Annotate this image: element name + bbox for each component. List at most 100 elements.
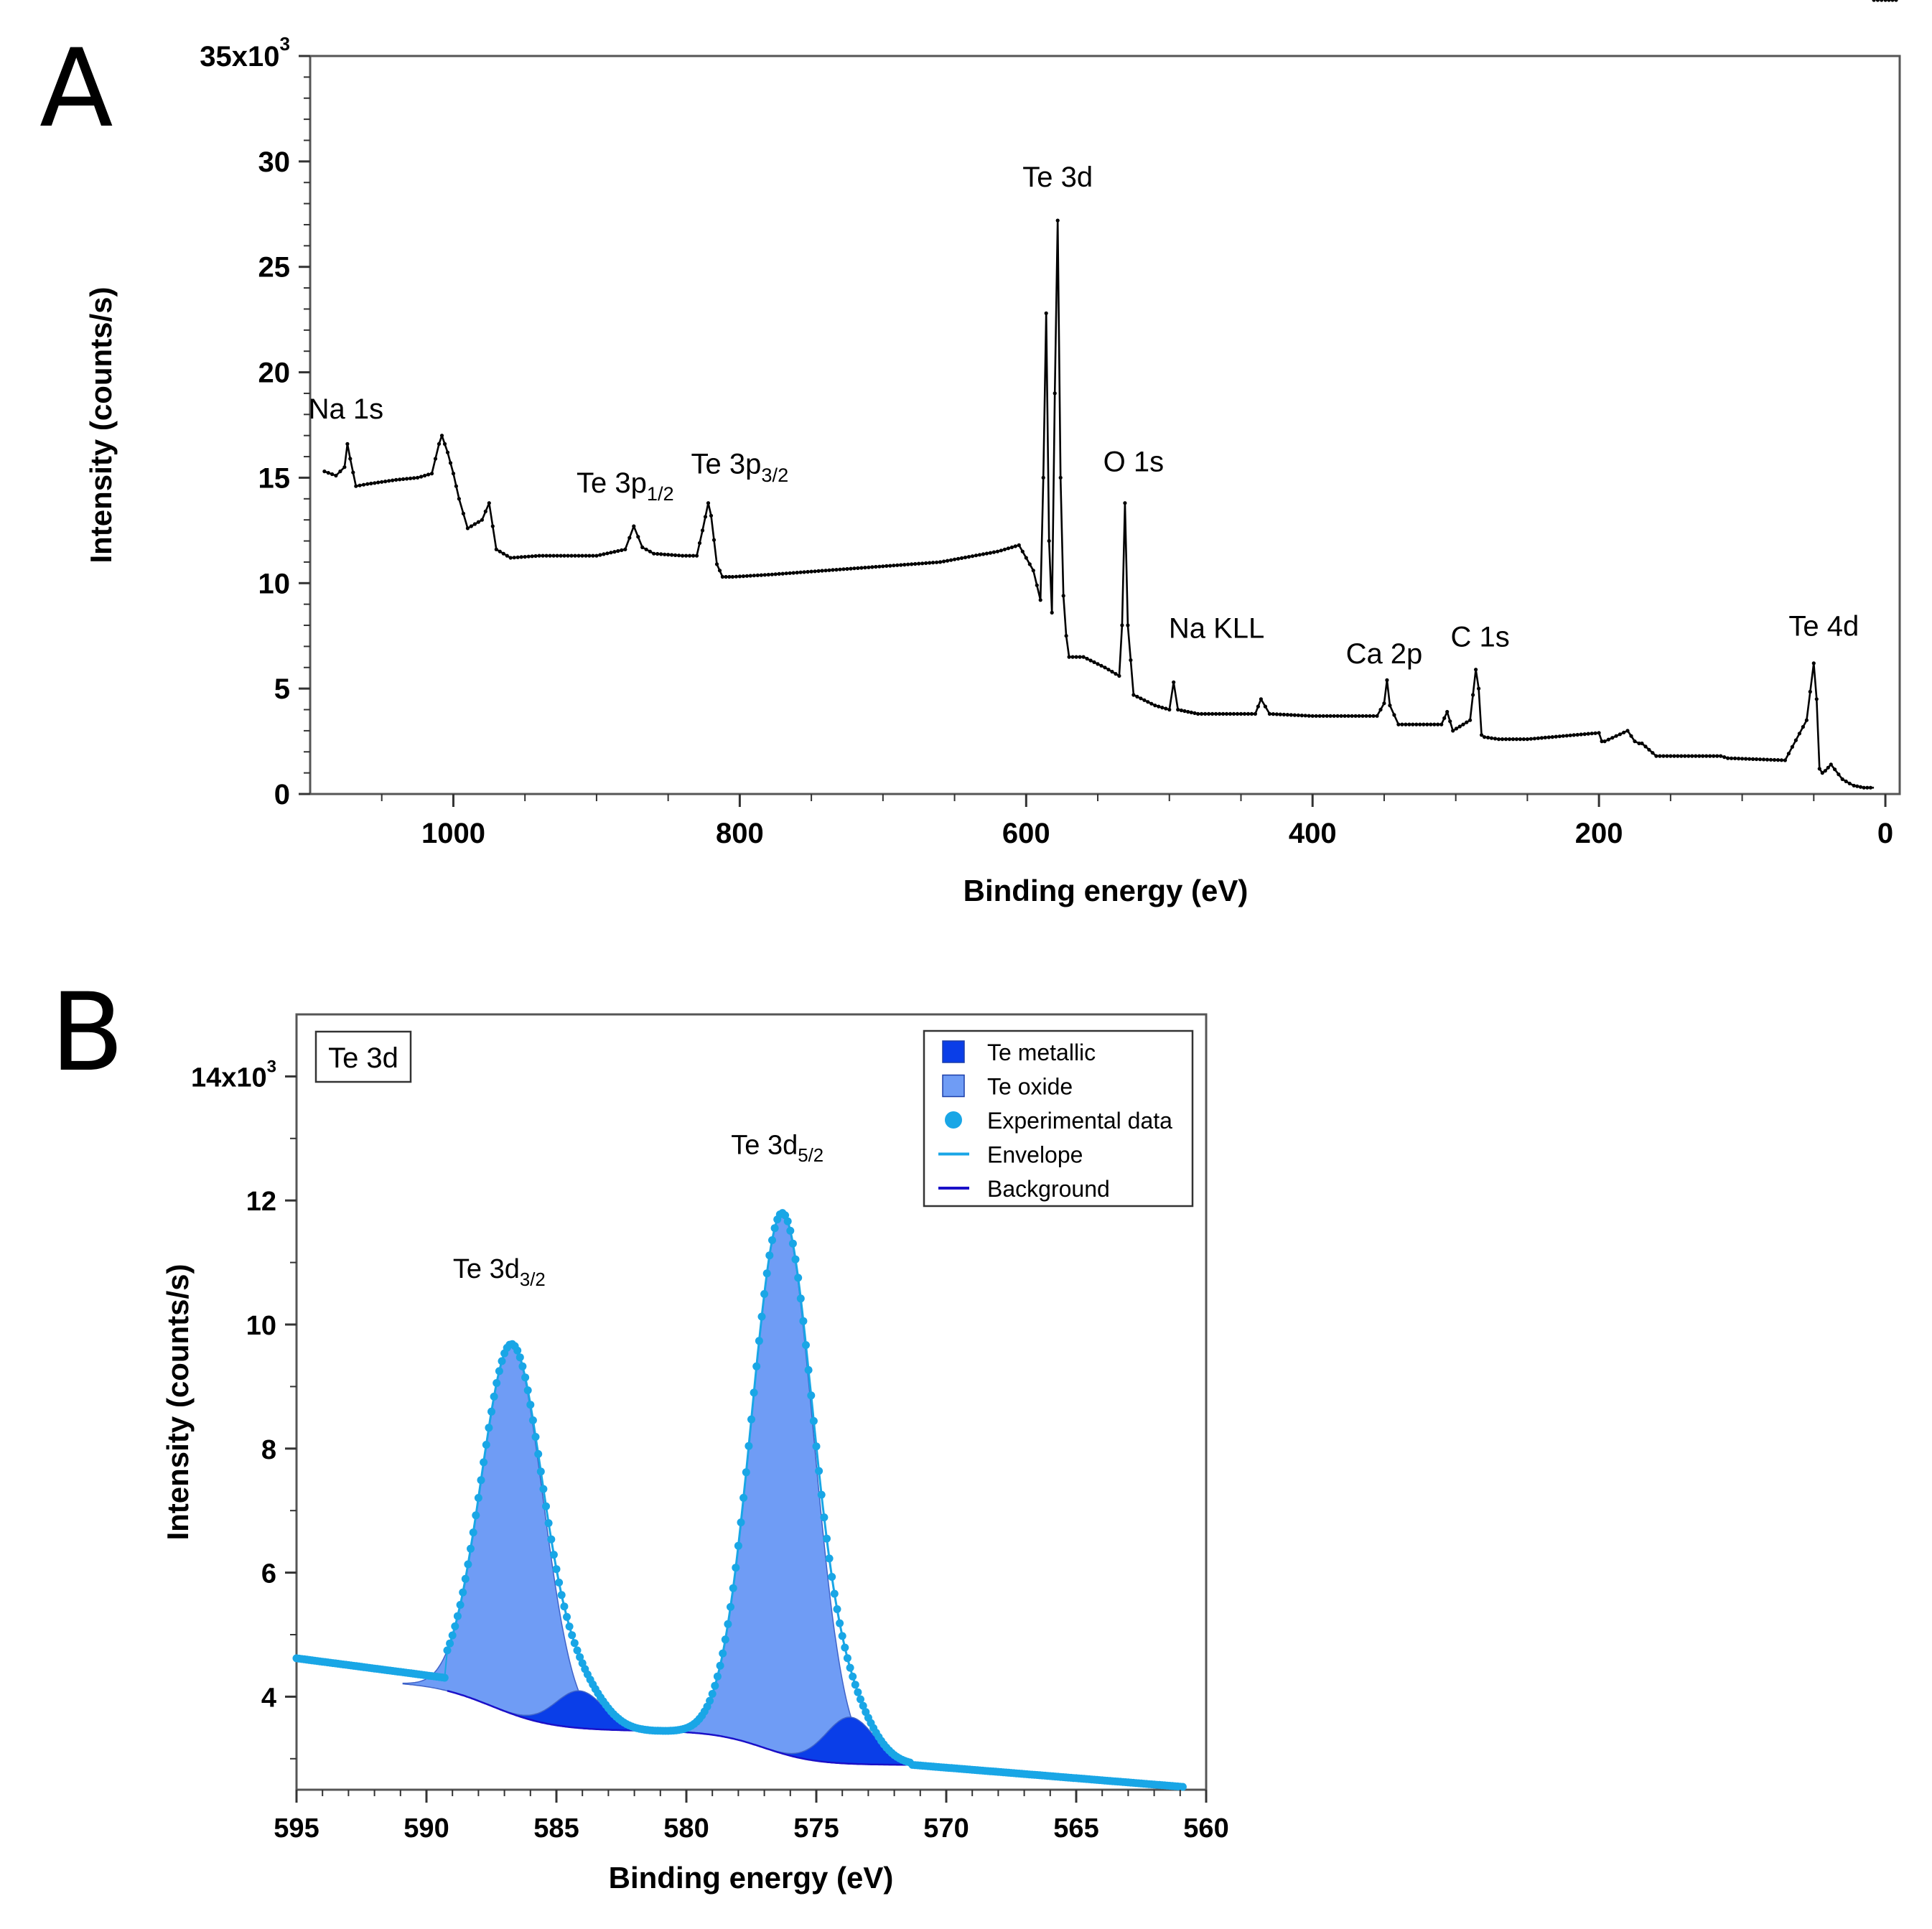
panel-a-y-tick-label: 20 <box>258 358 291 389</box>
panel-a-data-point <box>1092 660 1096 665</box>
panel-b-x-axis-title: Binding energy (eV) <box>609 1861 894 1895</box>
panel-a-data-point <box>454 484 459 488</box>
panel-a-data-point <box>345 442 350 447</box>
panel-a-data-point <box>1210 711 1215 716</box>
panel-a-data-point <box>697 541 702 546</box>
panel-a-data-point <box>1786 752 1791 756</box>
panel-a-data-point <box>1826 765 1830 770</box>
panel-a-data-point <box>551 554 556 558</box>
panel-a-data-point <box>457 497 462 501</box>
panel-a-data-point <box>1299 714 1304 718</box>
panel-a-data-point <box>1110 670 1114 674</box>
panel-a-peak-label-5: Na KLL <box>1169 613 1264 645</box>
panel-b-data-link <box>802 1321 807 1345</box>
panel-a-data-point <box>1465 720 1469 724</box>
panel-a-data-point <box>1067 655 1071 659</box>
panel-a-data-point <box>1823 769 1827 773</box>
panel-a-data-point <box>1686 754 1691 758</box>
panel-a-data-point <box>1814 697 1819 701</box>
panel-a-data-point <box>1704 754 1709 758</box>
panel-a-data-point <box>1496 737 1501 742</box>
panel-b-peak-label-1-main: Te 3d <box>731 1130 798 1160</box>
panel-a-data-point <box>655 551 660 556</box>
panel-a-data-point <box>813 569 817 574</box>
panel-a-data-point <box>1249 711 1254 716</box>
panel-a-data-point <box>706 501 711 505</box>
panel-b-data-link <box>750 1392 755 1420</box>
panel-a-data-point <box>1085 656 1089 661</box>
panel-a-data-point <box>526 554 531 559</box>
panel-a-data-point <box>1468 718 1473 722</box>
panel-a-data-point <box>1088 658 1093 663</box>
panel-a-data-point <box>616 548 620 554</box>
panel-a-data-point <box>1593 731 1597 735</box>
panel-a-data-point <box>906 562 910 566</box>
panel-b-data-point <box>729 1584 737 1592</box>
panel-a-data-point <box>1554 734 1558 739</box>
panel-a-data-point <box>1053 391 1057 396</box>
panel-a-data-point <box>1817 767 1821 771</box>
panel-a-data-point <box>681 554 685 558</box>
panel-a-data-point <box>1775 758 1781 762</box>
panel-a-data-point <box>1518 737 1522 742</box>
panel-b-ticks: 595 590 585 580 575 570 565 560 4 6 8 10 12 14x103 <box>191 1057 1229 1844</box>
panel-a-data-point <box>334 473 338 478</box>
panel-a-data-point <box>1368 714 1372 718</box>
legend-label-3: Envelope <box>987 1142 1083 1168</box>
panel-a-data-point <box>1346 714 1350 718</box>
panel-a-data-point <box>1865 785 1870 790</box>
panel-a-data-point <box>361 482 366 487</box>
panel-a-data-point <box>559 554 563 558</box>
panel-a-data-point <box>809 569 813 574</box>
panel-b-component-fill-1 <box>673 1213 892 1765</box>
panel-a-data-point <box>928 561 932 565</box>
panel-a-data-point <box>523 555 527 559</box>
panel-a-data-point <box>1070 655 1075 659</box>
panel-a-data-point <box>1176 707 1180 712</box>
panel-a-data-point <box>1582 732 1587 737</box>
panel-a-data-point <box>1246 711 1251 716</box>
panel-a-data-point <box>1890 0 1895 2</box>
panel-a-data-point <box>1772 757 1777 762</box>
panel-a-y-tick-label: 25 <box>258 252 291 284</box>
panel-a-ticks: 1000 800 600 400 200 0 0 5 10 15 20 25 30 35x103 <box>200 33 1893 849</box>
panel-a-data-point <box>988 551 992 555</box>
panel-a-data-point <box>1203 711 1208 716</box>
panel-a-data-point <box>472 522 477 526</box>
panel-a-data-point <box>591 554 595 558</box>
panel-a-data-point <box>1744 757 1748 761</box>
panel-a-data-point <box>867 565 871 569</box>
panel-a-data-point <box>537 554 541 558</box>
panel-a-peak-label-4-main: O 1s <box>1103 447 1164 478</box>
panel-a-data-point <box>1793 738 1798 742</box>
panel-a-peak-label-3: Te 3d <box>1022 162 1093 193</box>
panel-a-data-point <box>1271 712 1275 716</box>
panel-a-data-point <box>1038 598 1042 602</box>
panel-a-data-point <box>1454 727 1459 731</box>
panel-a-data-point <box>1844 779 1848 783</box>
panel-b-x-tick-label: 560 <box>1183 1813 1228 1844</box>
panel-a-data-point <box>1157 704 1161 709</box>
panel-a-data-point <box>580 554 584 558</box>
panel-a-data-point <box>1765 757 1770 762</box>
panel-a-data-point <box>1801 724 1805 729</box>
panel-a-data-point <box>1694 754 1698 758</box>
panel-a-data-point <box>874 564 878 569</box>
panel-b-y-exponent: 3 <box>267 1057 276 1076</box>
panel-a-data-point <box>1637 741 1641 746</box>
panel-a-data-point <box>777 571 781 576</box>
panel-a-data-point <box>1751 757 1755 761</box>
panel-a-data-point <box>605 551 610 556</box>
panel-a-data-point <box>1357 714 1361 718</box>
panel-a-data-point <box>401 477 406 482</box>
panel-a-y-tick-label: 10 <box>258 568 291 599</box>
panel-a-data-point <box>1532 737 1536 741</box>
panel-a-data-point <box>1461 722 1465 727</box>
panel-a-data-point <box>1172 680 1176 684</box>
panel-a-data-point <box>498 549 502 554</box>
panel-b-y-tick-label: 12 <box>246 1187 276 1217</box>
panel-a-data-point <box>1146 700 1150 704</box>
panel-a-data-point <box>1307 714 1311 718</box>
panel-a-data-point <box>1811 661 1816 665</box>
panel-a-data-point <box>1126 623 1130 627</box>
